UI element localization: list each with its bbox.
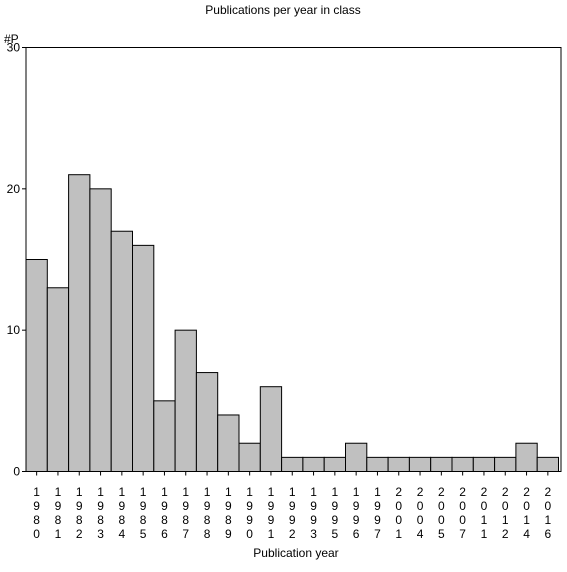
bar-2012 [494,456,517,473]
bar-1997 [366,456,389,473]
bar-1990 [238,442,261,473]
bar-1984 [110,230,133,472]
bar-2016 [536,456,560,473]
bar-1991 [259,386,283,473]
chart-title: Publications per year in class [205,3,360,17]
bar-2011 [472,456,496,473]
bar-1987 [174,329,197,472]
bar-2001 [387,456,410,473]
y-tick-label: 20 [7,182,21,196]
bar-1980 [25,259,48,472]
bar-1995 [323,456,347,473]
y-tick-label: 0 [13,465,20,479]
bar-1983 [89,188,112,472]
y-tick-label: 10 [7,323,21,337]
y-axis: 0 10 20 30 [7,41,26,479]
bar-1993 [302,456,325,473]
y-axis-label: #P [4,32,19,46]
bar-1985 [132,244,155,472]
bar-1986 [153,400,176,473]
bar-2007 [451,456,474,473]
bar-1988 [195,372,219,473]
bar-1981 [46,287,70,472]
bar-1989 [217,414,240,473]
bar-2005 [430,456,453,473]
bar-2014 [515,442,538,473]
bar-1982 [68,174,91,472]
y-tick-label: 30 [7,41,21,55]
x-axis-label: Publication year [253,546,338,560]
x-axis: 1 9 8 0 1 9 8 1 1 9 8 2 1 9 8 3 1 9 8 4 1 9 8 5 1 9 8 6 1 9 8 7 1 9 8 8 1 9 8 9… [33,471,552,541]
bar-1992 [281,456,304,473]
bar-1996 [345,442,368,473]
bars-group [25,174,560,473]
bar-2004 [408,456,432,473]
